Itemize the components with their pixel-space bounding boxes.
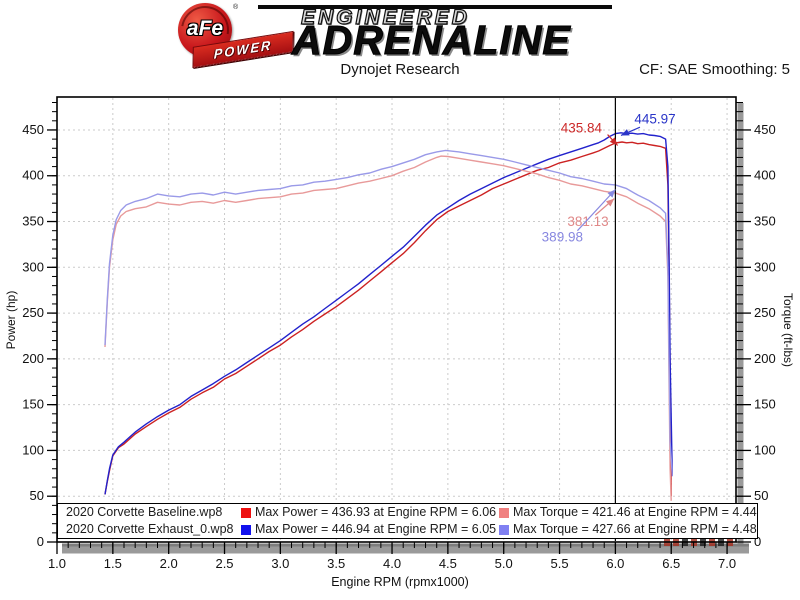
legend-run-name: 2020 Corvette Baseline.wp8 (66, 505, 223, 519)
torque-swatch-exhaust (499, 525, 509, 535)
annotation-arrowhead (607, 189, 616, 198)
y-tick-label-left: 50 (30, 488, 44, 503)
afe-ball-text: aFe (186, 17, 224, 40)
max-torque-exhaust: Max Torque = 427.66 at Engine RPM = 4.48 (513, 522, 757, 536)
annotation-arrow (576, 189, 616, 232)
registered-mark: ® (233, 4, 239, 11)
y-tick-label-right: 350 (754, 214, 776, 229)
x-tick-label: 2.5 (215, 556, 233, 571)
annotation-value-label: 381.13 (567, 214, 608, 229)
axis-shadow-bottom (62, 543, 749, 554)
x-tick-label: 3.5 (327, 556, 345, 571)
y-tick-label-left: 150 (22, 397, 44, 412)
legend-run-name: 2020 Corvette Exhaust_0.wp8 (66, 522, 234, 536)
afe-power-logo: aFe ® POWER (170, 2, 308, 69)
annotation-arrowhead (620, 129, 630, 136)
annotation-arrowhead (606, 198, 615, 207)
baseline-torque-curve (104, 155, 672, 501)
x-tick-label: 7.0 (718, 556, 736, 571)
x-tick-label: 5.0 (495, 556, 513, 571)
y-tick-label-left: 450 (22, 122, 44, 137)
correction-factor-label: CF: SAE Smoothing: 5 (639, 61, 790, 78)
y-tick-label-left: 300 (22, 259, 44, 274)
power-swatch-exhaust (241, 525, 251, 535)
y-axis-title-right: Torque (ft-lbs) (781, 293, 795, 367)
max-power-exhaust: Max Power = 446.94 at Engine RPM = 6.05 (255, 522, 497, 536)
x-tick-label: 6.5 (662, 556, 680, 571)
y-tick-label-right: 250 (754, 305, 776, 320)
y-tick-label-right: 450 (754, 122, 776, 137)
x-tick-label: 4.5 (439, 556, 457, 571)
y-tick-label-right: 300 (754, 259, 776, 274)
axis-shadow-bottom-edge (62, 543, 749, 547)
baseline-power-curve (104, 141, 672, 497)
x-tick-label: 1.5 (104, 556, 122, 571)
torque-swatch-baseline (499, 508, 509, 518)
y-tick-label-left: 200 (22, 351, 44, 366)
y-tick-label-left: 0 (37, 534, 44, 549)
y-tick-label-left: 250 (22, 305, 44, 320)
annotation-value-label: 445.97 (634, 111, 675, 126)
axis-shadow-right (737, 103, 744, 544)
brand-adrenaline-text: ADRENALINE (292, 17, 571, 63)
x-axis-title: Engine RPM (rpmx1000) (331, 575, 469, 589)
chart-title: Dynojet Research (340, 61, 460, 78)
chart-legend: 2020 Corvette Baseline.wp8 Max Power = 4… (57, 503, 758, 539)
y-axis-title-left: Power (hp) (4, 291, 18, 350)
y-tick-label-left: 100 (22, 442, 44, 457)
annotation-value-label: 435.84 (561, 121, 603, 136)
max-power-baseline: Max Power = 436.93 at Engine RPM = 6.06 (255, 505, 497, 519)
y-tick-label-right: 150 (754, 397, 776, 412)
y-tick-label-left: 400 (22, 168, 44, 183)
legend-row-baseline: 2020 Corvette Baseline.wp8 Max Power = 4… (58, 505, 757, 521)
legend-row-exhaust: 2020 Corvette Exhaust_0.wp8 Max Power = … (58, 522, 757, 538)
x-tick-label: 3.0 (271, 556, 289, 571)
max-torque-baseline: Max Torque = 421.46 at Engine RPM = 4.44 (513, 505, 757, 519)
annotation-arrowhead (609, 137, 618, 146)
x-tick-label: 4.0 (383, 556, 401, 571)
y-tick-label-left: 350 (22, 214, 44, 229)
x-tick-label: 5.5 (551, 556, 569, 571)
x-tick-label: 6.0 (606, 556, 624, 571)
brand-divider-bar (258, 5, 612, 9)
plot-frame (56, 96, 737, 543)
y-tick-label-right: 100 (754, 442, 776, 457)
annotation-value-label: 389.98 (542, 230, 583, 245)
x-tick-label: 2.0 (160, 556, 178, 571)
exhaust-torque-curve (104, 149, 673, 477)
y-tick-label-right: 400 (754, 168, 776, 183)
y-tick-label-right: 200 (754, 351, 776, 366)
y-tick-label-right: 50 (754, 488, 768, 503)
power-swatch-baseline (241, 508, 251, 518)
x-tick-label: 1.0 (48, 556, 66, 571)
brand-engineered-text: ENGINEERED (300, 6, 470, 29)
y-tick-label-right: 0 (754, 534, 761, 549)
